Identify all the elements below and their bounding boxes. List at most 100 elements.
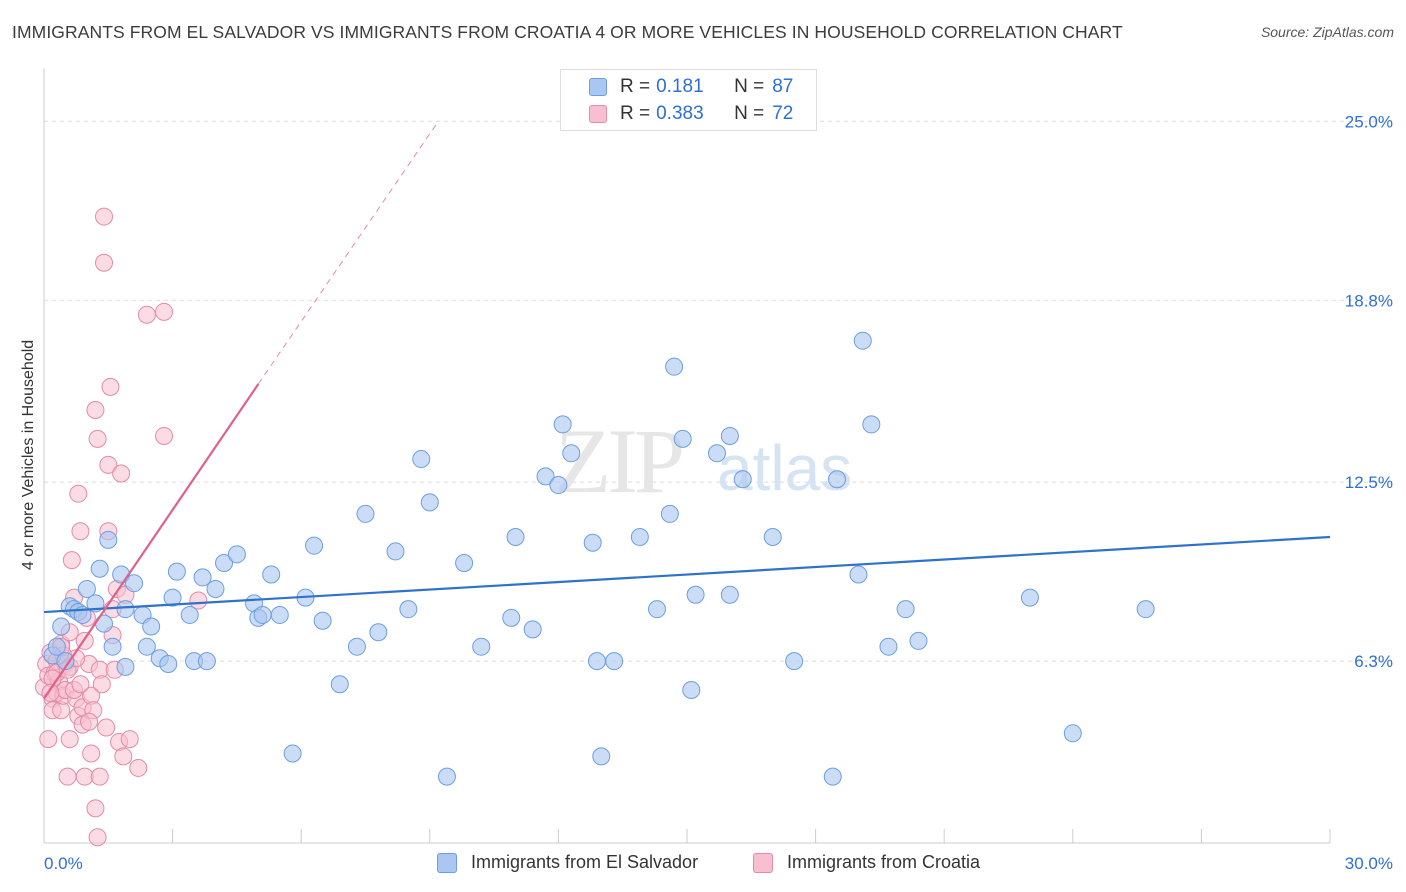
el-salvador-point: [386, 542, 405, 561]
el-salvador-point: [1020, 588, 1039, 607]
el-salvador-point: [605, 652, 624, 671]
el-salvador-point: [125, 574, 144, 593]
croatia-point: [90, 767, 109, 786]
el-salvador-point: [853, 331, 872, 350]
legend-item-label: Immigrants from Croatia: [787, 852, 981, 872]
el-salvador-point: [180, 605, 199, 624]
series-legend: Immigrants from El Salvador Immigrants f…: [0, 852, 1406, 876]
croatia-point: [112, 464, 131, 483]
el-salvador-point: [896, 600, 915, 619]
el-salvador-point: [330, 675, 349, 694]
el-salvador-point: [167, 562, 186, 581]
legend-r-label: R =: [620, 76, 651, 97]
legend-r-value: 0.383: [656, 103, 704, 124]
croatia-point: [95, 207, 114, 226]
legend-swatch-blue: [589, 78, 607, 96]
croatia-point: [101, 377, 120, 396]
croatia-point: [88, 429, 107, 448]
croatia-point: [88, 828, 107, 847]
legend-item-label: Immigrants from El Salvador: [471, 852, 699, 872]
croatia-point: [62, 551, 81, 570]
croatia-point: [69, 484, 88, 503]
el-salvador-point: [763, 528, 782, 546]
croatia-point: [189, 591, 208, 610]
el-salvador-point: [116, 600, 135, 619]
el-salvador-point: [116, 657, 135, 676]
el-salvador-point: [553, 415, 572, 434]
y-tick-label: 25.0%: [1345, 112, 1393, 131]
croatia-point: [137, 305, 156, 324]
trend-lines: [43, 121, 1331, 700]
croatia-point: [39, 730, 58, 749]
croatia-point: [97, 718, 116, 737]
el-salvador-point: [227, 545, 246, 564]
legend-row-el-salvador: R = 0.181 N = 87: [561, 74, 793, 100]
el-salvador-point: [686, 585, 705, 604]
croatia-point: [58, 767, 77, 786]
el-salvador-point: [587, 652, 606, 671]
axes: [43, 68, 1331, 844]
el-salvador-point: [99, 530, 118, 549]
el-salvador-point: [77, 579, 96, 598]
el-salvador-point: [270, 605, 289, 624]
legend-n-value: 72: [772, 103, 794, 124]
el-salvador-points: [43, 331, 1155, 786]
croatia-point: [92, 675, 111, 694]
el-salvador-point: [163, 588, 182, 607]
croatia-point: [75, 767, 94, 786]
el-salvador-point: [536, 467, 555, 486]
croatia-point: [120, 730, 139, 749]
croatia-point: [129, 758, 148, 777]
correlation-legend: R = 0.181 N = 87 R = 0.383 N = 72: [560, 69, 817, 131]
el-salvador-point: [720, 426, 739, 445]
el-salvador-point: [785, 652, 804, 671]
legend-item-el-salvador[interactable]: Immigrants from El Salvador: [437, 852, 698, 873]
croatia-point: [80, 712, 99, 731]
x-tick-label: 30.0%: [1345, 854, 1393, 873]
legend-n-value: 87: [772, 76, 794, 97]
y-tick-label: 6.3%: [1354, 652, 1393, 671]
legend-r-value: 0.181: [656, 76, 704, 97]
croatia-point: [155, 426, 174, 445]
x-tick-label: 0.0%: [44, 854, 83, 873]
el-salvador-point: [356, 504, 375, 523]
legend-n-label: N =: [734, 103, 765, 124]
el-salvador-point: [708, 444, 727, 463]
croatia-point: [95, 253, 114, 272]
source-label: Source: ZipAtlas.com: [1260, 24, 1394, 40]
croatia-point: [82, 744, 101, 763]
el-salvador-point: [455, 553, 474, 572]
el-salvador-point: [215, 553, 234, 572]
el-salvador-point: [523, 620, 542, 639]
y-tick-label: 18.8%: [1345, 291, 1393, 310]
el-salvador-point: [506, 528, 525, 546]
y-tick-label: 12.5%: [1345, 473, 1393, 492]
el-salvador-point: [879, 637, 898, 656]
watermark-zip: ZIP: [555, 410, 682, 512]
el-salvador-point: [52, 617, 71, 636]
el-salvador-point: [103, 637, 122, 656]
el-salvador-point: [369, 623, 388, 642]
el-salvador-point: [159, 655, 178, 674]
legend-r-label: R =: [620, 103, 651, 124]
croatia-points: [35, 207, 208, 847]
axis-tick-labels: 6.3% 12.5% 18.8% 25.0% 0.0% 30.0%: [44, 112, 1393, 873]
el-salvador-point: [660, 504, 679, 523]
el-salvador-point: [472, 637, 491, 656]
el-salvador-point: [262, 565, 281, 584]
el-salvador-point: [583, 533, 602, 552]
croatia-point: [99, 455, 118, 474]
legend-item-croatia[interactable]: Immigrants from Croatia: [753, 852, 980, 873]
croatia-point: [60, 730, 79, 749]
el-salvador-point: [592, 747, 611, 766]
croatia-point: [71, 522, 90, 541]
croatia-trend-line: [43, 383, 260, 700]
el-salvador-point: [399, 600, 418, 619]
croatia-point: [155, 302, 174, 321]
el-salvador-point: [630, 528, 649, 546]
el-salvador-point: [86, 594, 105, 613]
el-salvador-point: [47, 637, 66, 656]
croatia-trend-extension: [257, 121, 439, 385]
el-salvador-point: [313, 611, 332, 630]
